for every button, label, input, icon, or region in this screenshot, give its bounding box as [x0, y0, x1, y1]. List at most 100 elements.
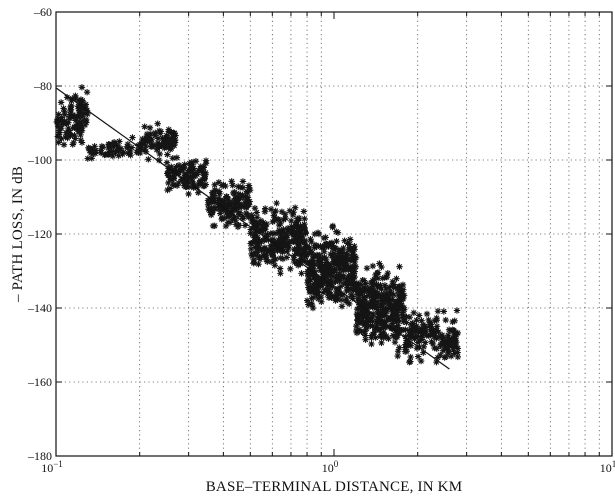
- data-point: [77, 124, 85, 131]
- data-point: [267, 246, 275, 254]
- data-point: [124, 141, 132, 148]
- data-point: [260, 246, 268, 254]
- data-point: [322, 234, 329, 241]
- data-point: [319, 278, 327, 286]
- data-point: [406, 314, 414, 321]
- data-point: [400, 304, 408, 311]
- data-point: [77, 131, 84, 139]
- data-point: [414, 339, 422, 346]
- data-point: [291, 204, 299, 211]
- data-point: [63, 94, 71, 101]
- data-point: [281, 210, 289, 218]
- data-point: [409, 332, 416, 340]
- data-point: [188, 175, 195, 182]
- data-point: [129, 134, 136, 141]
- data-point: [253, 209, 260, 216]
- data-point: [216, 188, 223, 195]
- data-point: [187, 162, 195, 169]
- data-point: [347, 245, 355, 253]
- data-point: [127, 152, 134, 159]
- data-point: [329, 224, 336, 231]
- data-point: [405, 327, 413, 334]
- data-point: [261, 244, 269, 251]
- data-point: [329, 283, 336, 291]
- data-point: [334, 277, 342, 285]
- data-point: [276, 265, 284, 272]
- data-point: [362, 332, 369, 339]
- data-point: [374, 298, 381, 305]
- data-point: [235, 222, 243, 229]
- data-point: [202, 160, 210, 167]
- data-point: [330, 266, 338, 273]
- data-point: [356, 296, 363, 303]
- data-point: [282, 214, 289, 222]
- data-point: [66, 111, 74, 118]
- data-point: [252, 237, 259, 244]
- data-point: [322, 241, 329, 248]
- data-point: [230, 197, 238, 204]
- data-point: [362, 321, 370, 328]
- data-point: [301, 257, 308, 264]
- data-point: [375, 294, 382, 301]
- data-point: [155, 156, 163, 164]
- data-point: [232, 221, 240, 228]
- data-point: [314, 229, 322, 236]
- data-point: [136, 149, 144, 157]
- data-point: [393, 313, 401, 321]
- data-point: [347, 263, 354, 270]
- data-point: [153, 146, 161, 153]
- data-point: [391, 312, 398, 319]
- data-point: [308, 285, 316, 292]
- data-point: [404, 338, 411, 345]
- data-point: [434, 354, 441, 361]
- data-point: [264, 258, 271, 265]
- data-point: [333, 238, 340, 245]
- data-point: [157, 130, 164, 137]
- data-point: [98, 143, 106, 150]
- data-point: [387, 305, 394, 312]
- data-point: [248, 250, 255, 258]
- data-point: [75, 113, 82, 120]
- data-point: [374, 269, 382, 276]
- data-point: [383, 332, 390, 340]
- data-point: [247, 245, 255, 252]
- data-point: [166, 137, 174, 145]
- data-point: [258, 238, 265, 245]
- data-point: [197, 163, 204, 170]
- data-point: [269, 218, 276, 225]
- data-point: [364, 292, 372, 299]
- data-point: [390, 291, 397, 299]
- data-point: [171, 139, 179, 146]
- data-point: [315, 276, 322, 283]
- data-point: [360, 284, 368, 291]
- data-point: [433, 323, 441, 330]
- data-point: [204, 197, 212, 204]
- data-point: [354, 291, 362, 298]
- data-point: [307, 248, 314, 256]
- data-point: [239, 191, 246, 199]
- data-point: [334, 252, 341, 260]
- data-point: [107, 144, 114, 151]
- data-point: [361, 298, 369, 305]
- data-point: [337, 249, 345, 256]
- data-point: [381, 300, 389, 307]
- data-point: [337, 296, 345, 304]
- data-point: [387, 287, 394, 295]
- y-tick-label: –100: [27, 153, 52, 167]
- data-point: [445, 333, 452, 341]
- data-point: [61, 111, 68, 118]
- data-point: [385, 299, 393, 307]
- data-point: [248, 252, 256, 260]
- data-point: [55, 131, 63, 138]
- data-point: [109, 152, 117, 160]
- data-point: [168, 163, 175, 171]
- data-point: [145, 156, 152, 163]
- data-point: [72, 117, 79, 124]
- data-point: [256, 256, 264, 263]
- data-point: [315, 278, 323, 286]
- data-point: [228, 200, 235, 207]
- data-point: [281, 238, 289, 245]
- data-point: [173, 163, 180, 170]
- data-point: [336, 270, 344, 278]
- data-point: [276, 226, 283, 234]
